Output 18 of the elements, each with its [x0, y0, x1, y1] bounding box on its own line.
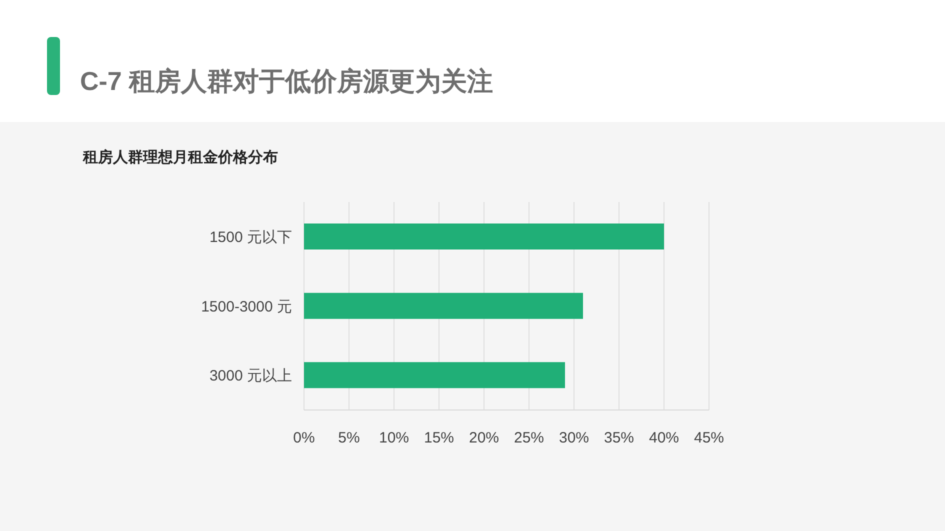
bar	[304, 292, 583, 319]
x-tick-label: 25%	[514, 430, 544, 447]
chart-title: C-7 租房人群对于低价房源更为关注	[80, 65, 494, 98]
x-tick-label: 5%	[338, 430, 360, 447]
bar	[304, 223, 664, 250]
x-tick-label: 30%	[558, 430, 590, 447]
text: 租房人群理想月租金价格分布	[83, 148, 278, 167]
bar	[304, 362, 565, 388]
y-tick-label: 1500 元以下	[209, 228, 292, 246]
x-tick-label: 20%	[468, 430, 500, 447]
y-tick-label: 3000 元以上	[209, 368, 292, 385]
x-tick-label: 40%	[648, 430, 680, 447]
y-tick-label: 1500-3000 元	[201, 298, 292, 316]
x-tick-label: 45%	[694, 430, 724, 447]
x-tick-label: 15%	[424, 430, 454, 447]
x-tick-label: 0%	[293, 430, 315, 447]
x-tick-label: 10%	[378, 430, 410, 447]
x-tick-label: 35%	[604, 430, 634, 447]
